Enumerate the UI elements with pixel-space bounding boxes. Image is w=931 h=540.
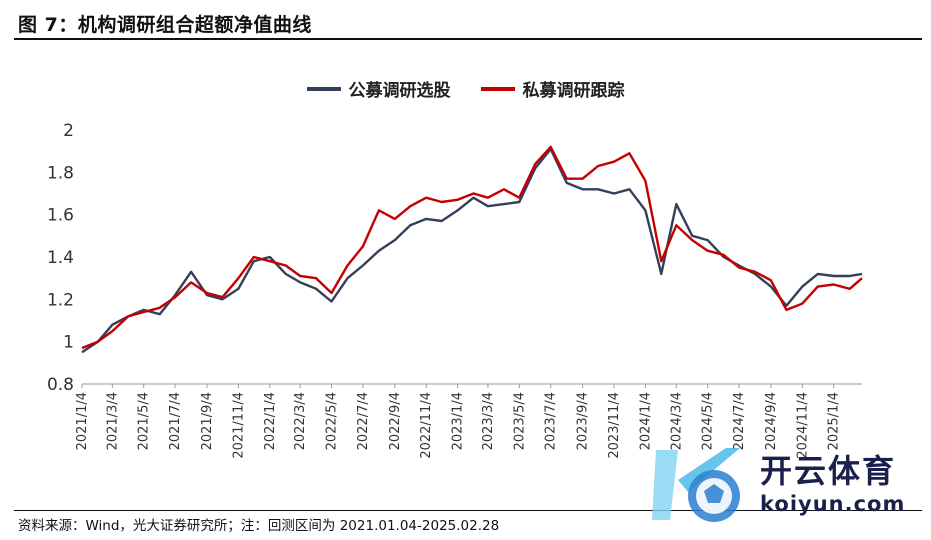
x-tick-label: 2022/3/4	[293, 392, 308, 450]
x-tick-label: 2023/1/4	[451, 392, 466, 450]
watermark-logo-icon	[652, 448, 740, 522]
y-tick-label: 1.8	[47, 163, 74, 183]
x-tick-label: 2021/11/4	[231, 392, 246, 459]
footnote: 资料来源：Wind，光大证券研究所；注：回测区间为 2021.01.04-202…	[18, 518, 500, 534]
x-tick-label: 2023/3/4	[481, 392, 496, 450]
x-tick-label: 2022/1/4	[263, 392, 278, 450]
x-tick-label: 2023/5/4	[512, 392, 527, 450]
x-tick-label: 2021/5/4	[137, 392, 152, 450]
title-divider	[14, 38, 922, 40]
watermark: 开云体育 koiyun.com	[648, 440, 928, 532]
x-tick-label: 2021/9/4	[200, 392, 215, 450]
x-tick-label: 2022/5/4	[325, 392, 340, 450]
legend-item-private: 私募调研跟踪	[480, 76, 625, 101]
x-tick-label: 2021/1/4	[75, 392, 90, 450]
x-tick-label: 2024/9/4	[764, 392, 779, 450]
x-tick-label: 2023/9/4	[576, 392, 591, 450]
x-tick-label: 2022/11/4	[419, 392, 434, 459]
x-tick-label: 2021/3/4	[105, 392, 120, 450]
x-tick-label: 2021/7/4	[168, 392, 183, 450]
y-tick-label: 1.4	[47, 248, 74, 268]
x-tick-label: 2022/7/4	[356, 392, 371, 450]
watermark-url: koiyun.com	[760, 492, 906, 516]
x-tick-label: 2023/11/4	[607, 392, 622, 459]
x-tick-label: 2024/7/4	[732, 392, 747, 450]
x-tick-label: 2024/11/4	[795, 392, 810, 459]
legend-swatch-public	[306, 86, 341, 91]
y-tick-label: 2	[63, 121, 74, 141]
x-tick-label: 2024/1/4	[638, 392, 653, 450]
y-tick-label: 1.2	[47, 290, 74, 310]
chart-legend: 公募调研选股 私募调研跟踪	[0, 76, 931, 101]
x-tick-label: 2025/1/4	[827, 392, 842, 450]
x-tick-label: 2024/5/4	[701, 392, 716, 450]
legend-swatch-private	[480, 86, 515, 91]
x-tick-label: 2023/7/4	[544, 392, 559, 450]
series-line-private	[81, 145, 863, 350]
x-tick-label: 2022/9/4	[388, 392, 403, 450]
x-tick-label: 2024/3/4	[669, 392, 684, 450]
legend-label-public: 公募调研选股	[348, 81, 451, 101]
legend-item-public: 公募调研选股	[306, 76, 451, 101]
y-tick-label: 1	[63, 333, 74, 353]
footnote-divider	[14, 510, 922, 511]
legend-label-private: 私募调研跟踪	[522, 81, 625, 101]
watermark-brand: 开云体育	[760, 452, 897, 490]
series-line-public	[81, 147, 863, 354]
y-tick-label: 0.8	[47, 375, 74, 395]
y-tick-label: 1.6	[47, 206, 74, 226]
chart-title: 图 7：机构调研组合超额净值曲线	[18, 14, 312, 36]
